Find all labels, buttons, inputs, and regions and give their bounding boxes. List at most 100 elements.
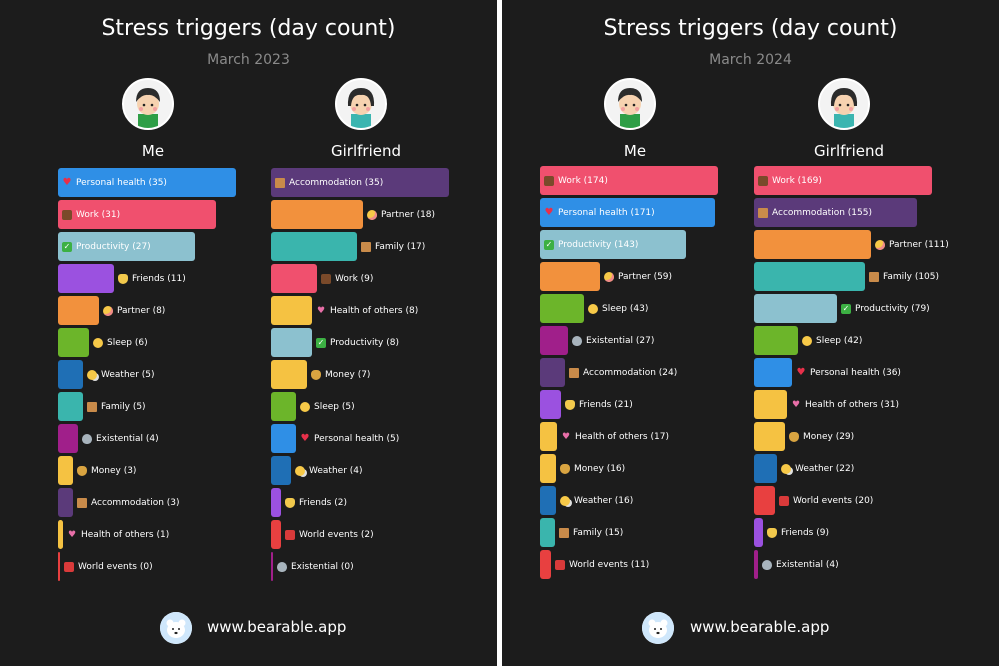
bar — [754, 550, 758, 579]
bar — [754, 294, 837, 323]
bar-label-text: Productivity (79) — [855, 303, 930, 314]
bar-label-text: Work (174) — [558, 175, 608, 186]
house-icon — [361, 241, 371, 252]
bar-label-text: Weather (16) — [574, 495, 634, 506]
house-icon — [559, 527, 569, 538]
footer-url[interactable]: www.bearable.app — [207, 618, 347, 636]
bar-label: ✓ Productivity (143) — [544, 238, 638, 252]
polar-bear-icon — [642, 612, 674, 644]
bar-label-text: Productivity (143) — [558, 239, 639, 250]
bar-label: Partner (111) — [875, 238, 949, 252]
bar-label-text: Health of others (17) — [575, 431, 669, 442]
bar-label-text: Sleep (43) — [602, 303, 649, 314]
bar-label-text: Money (3) — [91, 465, 137, 476]
bar-label-text: Productivity (27) — [76, 241, 151, 252]
bear-logo — [160, 612, 192, 644]
bar-label: Work (9) — [321, 272, 373, 286]
bar-label-text: Health of others (8) — [330, 305, 419, 316]
bar — [540, 358, 565, 387]
bar-label: Accommodation (24) — [569, 366, 677, 380]
bar-label: Friends (21) — [565, 398, 633, 412]
bar — [271, 424, 296, 453]
handshake-icon — [767, 527, 777, 538]
bar-label-text: Family (105) — [883, 271, 940, 282]
bar — [58, 424, 78, 453]
handshake-icon — [565, 399, 575, 410]
bar-label-text: Accommodation (155) — [772, 207, 872, 218]
bar — [540, 390, 561, 419]
bar-label: Weather (22) — [781, 462, 854, 476]
bar-label: Sleep (43) — [588, 302, 648, 316]
sun-cloud-icon — [560, 495, 570, 506]
bar-label-text: Money (16) — [574, 463, 626, 474]
bar — [271, 520, 281, 549]
sleepy-face-icon — [93, 337, 103, 348]
sleepy-face-icon — [300, 401, 310, 412]
bar-label-text: Weather (22) — [795, 463, 855, 474]
bar — [540, 326, 568, 355]
bar-label-text: Personal health (35) — [76, 177, 167, 188]
sun-cloud-icon — [781, 463, 791, 474]
briefcase-icon — [321, 273, 331, 284]
chart-subtitle: March 2023 — [207, 52, 290, 68]
sleepy-face-icon — [588, 303, 598, 314]
bar-label: Weather (4) — [295, 464, 363, 478]
bar — [58, 520, 63, 549]
bar-label: Money (7) — [311, 368, 370, 382]
bar-label: Sleep (42) — [802, 334, 862, 348]
bar-label: Sleep (6) — [93, 336, 148, 350]
series-name: Girlfriend — [331, 142, 401, 160]
man-avatar-icon — [618, 88, 642, 128]
bar-label: Friends (11) — [118, 272, 186, 286]
bar — [271, 456, 291, 485]
bar-label-text: Sleep (5) — [314, 401, 355, 412]
bar — [58, 328, 89, 357]
check-icon: ✓ — [316, 337, 326, 348]
bar — [271, 232, 357, 261]
bar — [540, 230, 686, 259]
bar-label: Weather (5) — [87, 368, 155, 382]
bar — [271, 200, 363, 229]
bar — [271, 488, 281, 517]
bar-label: World events (2) — [285, 528, 374, 542]
bar-label: Money (29) — [789, 430, 854, 444]
bar-label-text: Productivity (8) — [330, 337, 399, 348]
bar-label: ♥ Personal health (171) — [544, 206, 655, 220]
bar — [58, 200, 216, 229]
newspaper-icon — [555, 559, 565, 570]
bar-label-text: Accommodation (35) — [289, 177, 384, 188]
bar-label-text: Money (7) — [325, 369, 371, 380]
bar-label-text: Friends (21) — [579, 399, 633, 410]
bar-label: Work (31) — [62, 208, 120, 222]
bar-label-text: World events (2) — [299, 529, 374, 540]
check-icon: ✓ — [841, 303, 851, 314]
bar-label-text: Personal health (36) — [810, 367, 901, 378]
woman-avatar-icon — [347, 88, 375, 128]
bar — [271, 360, 307, 389]
bar-label: Money (16) — [560, 462, 625, 476]
bar — [754, 518, 763, 547]
bar-label: ✓ Productivity (8) — [316, 336, 399, 350]
briefcase-icon — [62, 209, 72, 220]
money-bag-icon — [560, 463, 570, 474]
bar-label-text: Personal health (5) — [314, 433, 400, 444]
footer-url[interactable]: www.bearable.app — [690, 618, 830, 636]
bar — [58, 360, 83, 389]
house-icon — [569, 367, 579, 378]
house-icon — [77, 497, 87, 508]
bar-label-text: Family (5) — [101, 401, 146, 412]
bar — [754, 454, 777, 483]
bar-label: Money (3) — [77, 464, 136, 478]
hearts-icon: ♥ — [561, 431, 571, 442]
bar — [271, 296, 312, 325]
bar-label-text: Sleep (6) — [107, 337, 148, 348]
bar-label-text: Health of others (1) — [81, 529, 170, 540]
bar-label-text: Work (31) — [76, 209, 121, 220]
bar-label-text: Partner (59) — [618, 271, 673, 282]
briefcase-icon — [758, 175, 768, 186]
house-icon — [275, 177, 285, 188]
bar-label-text: Existential (4) — [776, 559, 839, 570]
bar — [271, 552, 273, 581]
bar-label-text: Friends (11) — [132, 273, 186, 284]
bar-label: Friends (2) — [285, 496, 347, 510]
